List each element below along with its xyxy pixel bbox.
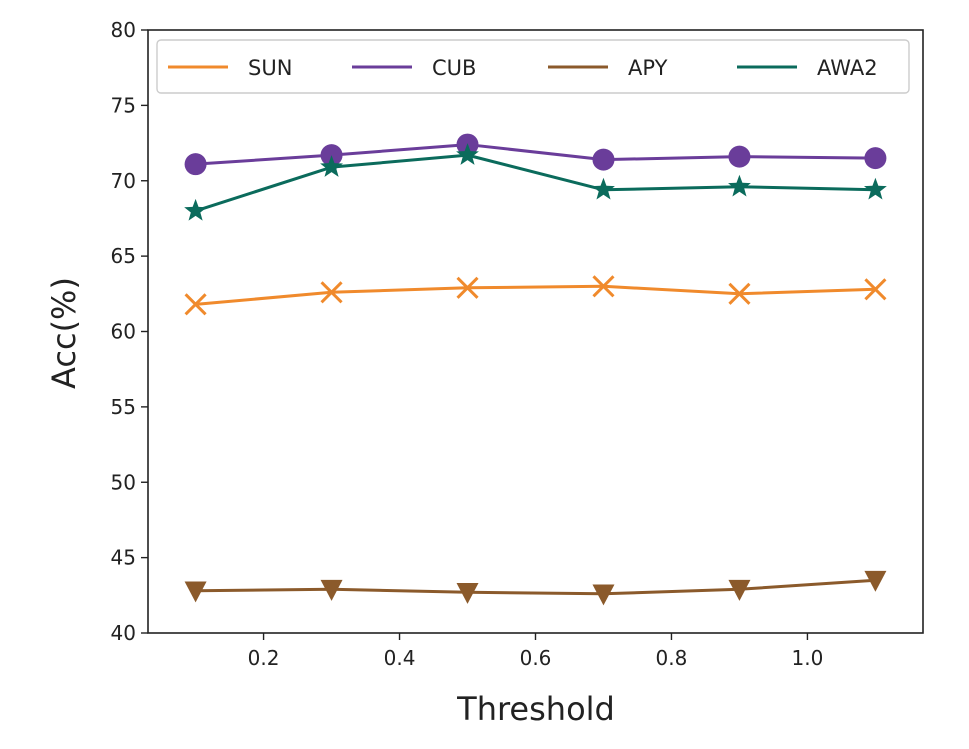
legend: SUN CUB APY AWA2 bbox=[156, 39, 910, 94]
data-point-cub bbox=[592, 148, 615, 171]
x-tick-label: 0.4 bbox=[384, 646, 416, 670]
data-point-cub bbox=[864, 147, 887, 170]
series-cub bbox=[184, 133, 887, 176]
series-sun bbox=[184, 275, 887, 316]
data-point-apy bbox=[592, 584, 615, 606]
data-point-apy bbox=[184, 581, 207, 603]
legend-item-awa2: AWA2 bbox=[737, 56, 878, 80]
legend-label: AWA2 bbox=[817, 56, 878, 80]
data-point-awa2 bbox=[864, 177, 887, 200]
y-tick-label: 80 bbox=[111, 18, 136, 42]
data-point-awa2 bbox=[184, 198, 207, 221]
x-tick-label: 0.6 bbox=[520, 646, 552, 670]
y-tick-label: 60 bbox=[111, 320, 136, 344]
y-tick-label: 65 bbox=[111, 244, 136, 268]
series-line-sun bbox=[195, 284, 876, 306]
y-axis: 40 45 50 55 60 65 70 75 80 bbox=[111, 18, 148, 645]
series-line-apy bbox=[195, 578, 876, 596]
data-point-apy bbox=[864, 570, 887, 592]
y-tick-label: 40 bbox=[111, 621, 136, 645]
data-point-sun bbox=[320, 281, 343, 304]
x-tick-label: 1.0 bbox=[792, 646, 824, 670]
y-tick-label: 55 bbox=[111, 395, 136, 419]
legend-label: APY bbox=[628, 56, 668, 80]
legend-item-cub: CUB bbox=[352, 56, 476, 80]
legend-box bbox=[156, 39, 910, 94]
x-axis-label: Threshold bbox=[456, 690, 615, 728]
y-tick-label: 70 bbox=[111, 169, 136, 193]
data-point-sun bbox=[184, 293, 207, 316]
plot-series bbox=[184, 133, 887, 606]
series-line-awa2 bbox=[195, 153, 876, 213]
data-point-sun bbox=[592, 275, 615, 298]
data-point-awa2 bbox=[592, 177, 615, 200]
data-point-cub bbox=[320, 144, 343, 167]
x-axis: 0.2 0.4 0.6 0.8 1.0 bbox=[248, 633, 824, 670]
plot-frame bbox=[147, 29, 924, 634]
legend-item-apy: APY bbox=[548, 56, 668, 80]
legend-label: CUB bbox=[432, 56, 476, 80]
series-apy bbox=[184, 570, 887, 606]
y-tick-label: 75 bbox=[111, 93, 136, 117]
y-axis-label: Acc(%) bbox=[45, 277, 83, 389]
series-line-cub bbox=[195, 143, 876, 166]
data-point-sun bbox=[864, 278, 887, 301]
data-point-apy bbox=[456, 582, 479, 604]
y-tick-label: 45 bbox=[111, 546, 136, 570]
data-point-cub bbox=[728, 145, 751, 168]
data-point-awa2 bbox=[320, 155, 343, 177]
data-point-cub bbox=[184, 153, 207, 176]
data-point-sun bbox=[456, 276, 479, 299]
legend-item-sun: SUN bbox=[168, 56, 292, 80]
x-tick-label: 0.2 bbox=[248, 646, 280, 670]
series-awa2 bbox=[184, 143, 887, 221]
legend-label: SUN bbox=[248, 56, 292, 80]
data-point-awa2 bbox=[728, 174, 751, 197]
x-tick-label: 0.8 bbox=[656, 646, 688, 670]
y-tick-label: 50 bbox=[111, 470, 136, 494]
data-point-apy bbox=[320, 579, 343, 601]
data-point-awa2 bbox=[456, 143, 479, 165]
data-point-sun bbox=[728, 282, 751, 305]
data-point-apy bbox=[728, 579, 751, 601]
